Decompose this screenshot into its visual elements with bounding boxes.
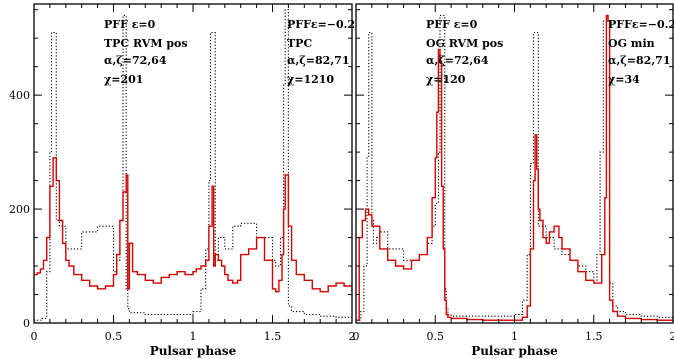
x-tick-label: 0.5 (427, 330, 445, 343)
annotation-line: α,ζ=72,64 (104, 54, 167, 67)
annotation-block: PFF ε=0 OG RVM pos α,ζ=72,64 χ=120 (426, 18, 503, 86)
annotation-line: TPC (287, 37, 312, 50)
plot-frame (355, 3, 674, 324)
y-tick-label: 200 (9, 203, 30, 216)
y-tick-label: 400 (9, 89, 30, 102)
x-tick-label: 0 (353, 330, 360, 343)
x-tick-label: 2 (349, 330, 356, 343)
annotation-line: PFF ε=0 (104, 18, 156, 31)
annotation-line: χ=1210 (287, 73, 334, 86)
annotation-line: PFF ε=0 (426, 18, 478, 31)
x-axis-label: Pulsar phase (471, 344, 558, 358)
x-tick-label: 1 (511, 330, 518, 343)
annotation-line: OG RVM pos (426, 37, 503, 50)
dotted-series-line (34, 9, 352, 321)
x-axis-label: Pulsar phase (150, 344, 237, 358)
annotation-line: PFFε=−0.2 (608, 18, 674, 31)
red-series-line (34, 157, 352, 293)
x-tick-label: 0.5 (105, 330, 123, 343)
right-panel: 0 0.5 1 1.5 2 Pulsar phase PFF ε=0 OG RVM pos α,… (353, 3, 674, 358)
annotation-block: PFFε=−0.2 OG min α,ζ=82,71 χ=34 (608, 18, 674, 86)
annotation-line: TPC RVM pos (104, 37, 188, 50)
annotation-line: χ=201 (104, 73, 143, 86)
x-tick-label: 1.5 (264, 330, 282, 343)
x-tick-label: 1 (190, 330, 197, 343)
annotation-line: χ=120 (426, 73, 466, 86)
y-tick-label: 0 (23, 317, 30, 330)
annotation-block: PFFε=−0.2 TPC α,ζ=82,71 χ=1210 (287, 18, 355, 86)
annotation-line: PFFε=−0.2 (287, 18, 355, 31)
left-panel: 0 0.5 1 1.5 2 0 200 400 Pulsar phase PFF ε=0 TPC R… (9, 3, 356, 358)
annotation-line: α,ζ=82,71 (287, 54, 349, 67)
x-tick-label: 2 (670, 330, 674, 343)
annotation-line: α,ζ=72,64 (426, 54, 489, 67)
annotation-line: χ=34 (608, 73, 640, 86)
annotation-block: PFF ε=0 TPC RVM pos α,ζ=72,64 χ=201 (104, 18, 188, 86)
x-tick-label: 0 (31, 330, 38, 343)
red-series-line (356, 14, 673, 321)
annotation-line: α,ζ=82,71 (608, 54, 670, 67)
annotation-line: OG min (608, 37, 655, 50)
x-tick-label: 1.5 (585, 330, 603, 343)
